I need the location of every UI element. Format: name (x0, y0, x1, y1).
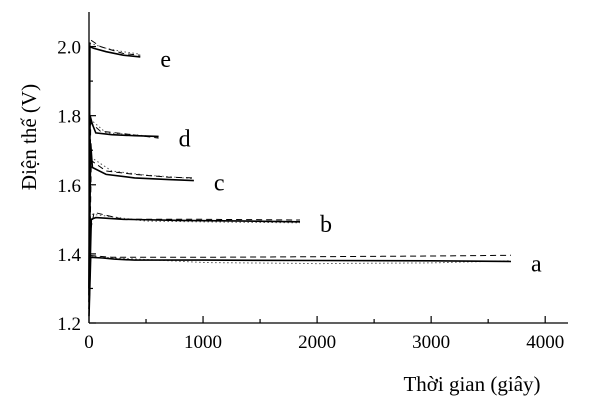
x-tick-label: 1000 (184, 332, 222, 353)
y-axis-title: Điện thế (V) (17, 84, 41, 190)
series-d (88, 115, 159, 296)
series-d-dotted-line (89, 118, 159, 138)
series-e-dotted-line (89, 42, 141, 55)
series-c-solid-line (88, 143, 194, 303)
series-e-dashed-line (88, 38, 141, 289)
y-tick-label: 1.4 (57, 245, 81, 266)
series-b-dashed-line (88, 211, 301, 310)
series-c (88, 143, 194, 303)
labels-layer: a b cd e (160, 47, 542, 278)
series-label-d: d (179, 126, 191, 152)
series-b (88, 211, 301, 310)
series-d-dashed-line (88, 121, 159, 296)
x-axis-title: Thời gian (giây) (403, 372, 540, 396)
series-label-a: a (531, 251, 542, 277)
y-tick-label: 1.2 (57, 314, 81, 335)
series-label-e: e (160, 47, 171, 73)
series-layer (88, 38, 512, 317)
series-a (88, 254, 512, 317)
series-e (88, 38, 141, 289)
x-tick-label: 4000 (526, 332, 564, 353)
x-tick-label: 2000 (298, 332, 336, 353)
x-tick-label: 3000 (412, 332, 450, 353)
y-tick-label: 1.6 (57, 176, 81, 197)
y-tick-label: 2.0 (57, 38, 81, 59)
series-e-solid-line (88, 45, 141, 289)
axes: 0 1000 2000 3000 4000 1.2 1.4 1.6 1.8 2.0 (57, 12, 568, 353)
series-d-solid-line (88, 115, 159, 296)
series-label-c: c (214, 171, 225, 197)
y-tick-label: 1.8 (57, 107, 81, 128)
x-tick-label: 0 (84, 332, 94, 353)
series-c-dashed-line (88, 159, 194, 303)
series-a-dashed-line (88, 254, 512, 317)
series-b-solid-line (88, 216, 301, 310)
series-a-solid-line (88, 256, 512, 317)
series-label-b: b (320, 212, 332, 238)
series-c-dotted-line (90, 156, 194, 180)
